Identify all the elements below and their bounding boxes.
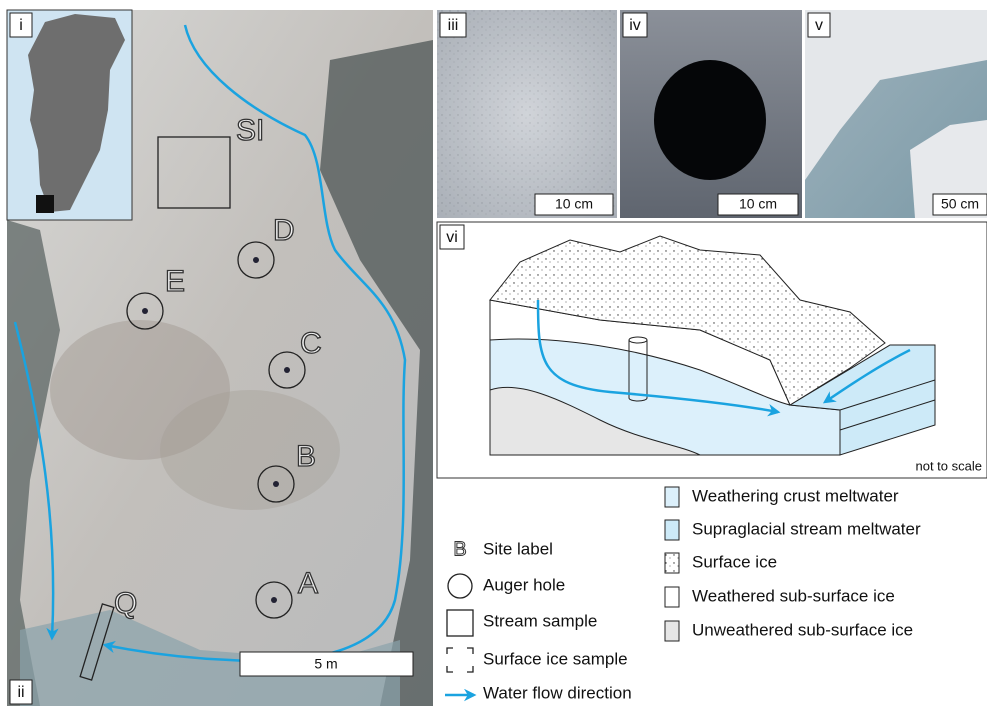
legend-swatch: [665, 487, 679, 507]
auger-hole-top: [629, 337, 647, 343]
legend-label: Surface ice sample: [483, 649, 628, 668]
legend-swatch: [665, 587, 679, 607]
hole-dot: [253, 257, 259, 263]
panel-label: iv: [629, 17, 641, 34]
diagram-note: not to scale: [916, 458, 983, 473]
site-label: E: [165, 265, 185, 298]
panel-label: ii: [17, 684, 24, 701]
hole-dot: [271, 597, 277, 603]
figure: SI D E C B A Q 5 m ii i iii 10 cm iv 10 …: [0, 0, 987, 709]
site-marker: [36, 195, 54, 213]
legend: B Site label Auger hole Stream sample Su…: [445, 486, 921, 702]
site-label: B: [296, 440, 316, 473]
legend-symbol: [447, 648, 473, 672]
photo-iii: iii 10 cm: [437, 10, 617, 218]
site-label: Q: [114, 587, 137, 620]
legend-label: Stream sample: [483, 611, 597, 630]
hole-dot: [273, 481, 279, 487]
site-label: D: [273, 214, 295, 247]
legend-symbol: [447, 610, 473, 636]
legend-label: Unweathered sub-surface ice: [692, 620, 913, 639]
hole-dot: [142, 308, 148, 314]
legend-label: Auger hole: [483, 575, 565, 594]
legend-label: Water flow direction: [483, 683, 632, 702]
legend-label: Weathered sub-surface ice: [692, 586, 895, 605]
inset-map: i: [7, 10, 132, 220]
scale-bar-label: 5 m: [314, 656, 337, 672]
diagram: vi not to scale: [437, 222, 987, 478]
site-label: C: [300, 327, 322, 360]
panel-label: vi: [446, 229, 458, 246]
legend-label: Site label: [483, 539, 553, 558]
photo-iv: iv 10 cm: [620, 10, 802, 218]
site-label: SI: [236, 114, 264, 147]
legend-swatch: [665, 621, 679, 641]
legend-label: Weathering crust meltwater: [692, 486, 899, 505]
photo-v: v 50 cm: [805, 10, 987, 218]
legend-symbol: [448, 574, 472, 598]
scale-bar-label: 10 cm: [739, 196, 777, 212]
texture: [437, 10, 617, 218]
legend-label: Surface ice: [692, 552, 777, 571]
auger-hole: [654, 60, 766, 180]
panel-label: iii: [448, 17, 459, 34]
panel-label: v: [815, 17, 823, 34]
legend-symbol: B: [453, 538, 466, 560]
panel-label: i: [19, 17, 23, 34]
scale-bar-label: 10 cm: [555, 196, 593, 212]
scale-bar-label: 50 cm: [941, 196, 979, 212]
hole-dot: [284, 367, 290, 373]
legend-label: Supraglacial stream meltwater: [692, 519, 921, 538]
site-label: A: [298, 567, 318, 600]
legend-swatch: [665, 520, 679, 540]
legend-swatch: [665, 553, 679, 573]
